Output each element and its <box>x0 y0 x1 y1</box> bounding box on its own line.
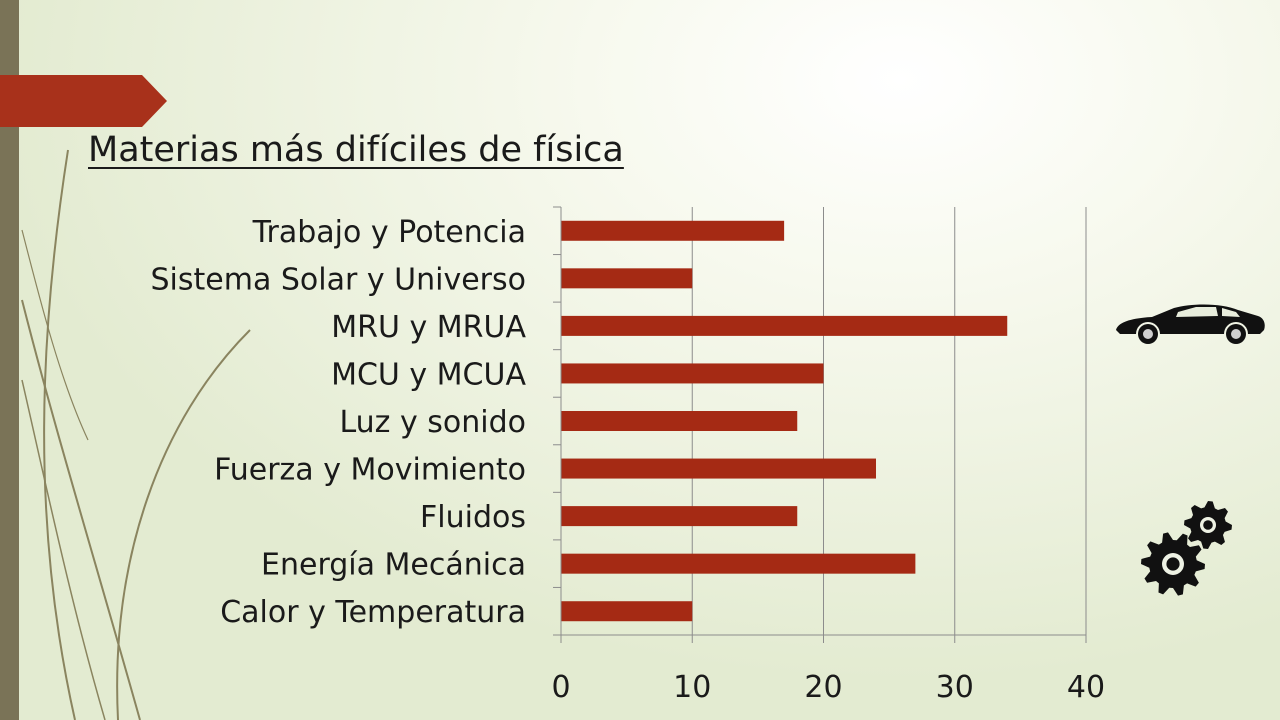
bar <box>561 268 693 289</box>
large-gear-icon <box>1141 532 1205 596</box>
left-accent-bar <box>0 0 19 720</box>
bar <box>561 363 824 384</box>
title-accent-tab <box>0 75 167 127</box>
bar <box>561 411 798 431</box>
bar <box>561 553 916 574</box>
bar <box>561 458 876 479</box>
bar <box>561 220 785 241</box>
chart-bars <box>561 220 1008 622</box>
x-tick-label: 0 <box>551 670 570 705</box>
category-label: Calor y Temperatura <box>220 595 526 630</box>
slide-title: Materias más difíciles de física <box>88 130 624 170</box>
x-tick-label: 10 <box>673 670 711 705</box>
category-label: Trabajo y Potencia <box>252 215 526 250</box>
category-label: Fuerza y Movimiento <box>214 453 526 488</box>
chart-category-labels: Trabajo y Potencia Sistema Solar y Univer… <box>151 215 527 630</box>
car-icon <box>1116 304 1265 344</box>
category-label: Luz y sonido <box>339 405 526 440</box>
category-label: MRU y MRUA <box>331 310 526 345</box>
x-tick-label: 20 <box>804 670 842 705</box>
x-tick-label: 30 <box>936 670 974 705</box>
small-gear-icon <box>1184 501 1232 549</box>
x-tick-label: 40 <box>1067 670 1105 705</box>
decorative-swoosh <box>21 149 251 720</box>
bar <box>561 315 1008 336</box>
category-label: MCU y MCUA <box>331 357 526 392</box>
chart-axis <box>553 206 1087 643</box>
category-label: Energía Mecánica <box>261 548 526 583</box>
category-label: Fluidos <box>420 500 526 535</box>
bar <box>561 601 693 622</box>
chart-tick-labels: 0 10 20 30 40 <box>551 670 1105 705</box>
bar <box>561 506 798 527</box>
category-label: Sistema Solar y Universo <box>151 262 526 297</box>
gears-icon <box>1141 501 1232 596</box>
